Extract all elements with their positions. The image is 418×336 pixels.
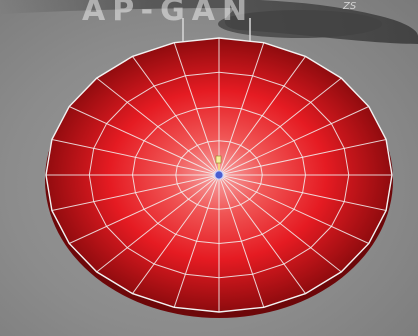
mesh-radial-edge — [218, 174, 342, 273]
mesh-radial-edge — [96, 77, 220, 176]
mesh-radial-edge — [68, 174, 220, 244]
mesh-radial-edge — [218, 56, 306, 176]
watermark-badge: ZS — [343, 1, 357, 12]
mesh-radial-edge — [218, 174, 265, 308]
mesh-radial-edge — [51, 139, 220, 176]
mesh-radial-edge — [96, 174, 220, 273]
mesh-radial-edge — [218, 42, 265, 176]
mesh-radial-edge — [173, 174, 220, 308]
mesh-radial-edge — [173, 42, 220, 176]
mesh-radial-edge — [132, 174, 220, 294]
mesh-radial-edge — [51, 174, 220, 211]
mesh-radial-edge — [218, 174, 306, 294]
mesh-radial-edge — [132, 56, 220, 176]
mesh-radial-edge — [218, 174, 370, 244]
mesh-radial-edge — [218, 77, 342, 176]
mesh-radial-edge — [218, 139, 387, 176]
finger-shadow — [218, 10, 382, 38]
pivot-handle-icon[interactable] — [214, 155, 224, 180]
watermark-logo: AP-GAN — [82, 0, 255, 28]
mesh-radial-edge — [68, 106, 220, 176]
mesh-radial-edge — [218, 106, 370, 176]
mesh-radial-edge — [218, 174, 387, 211]
